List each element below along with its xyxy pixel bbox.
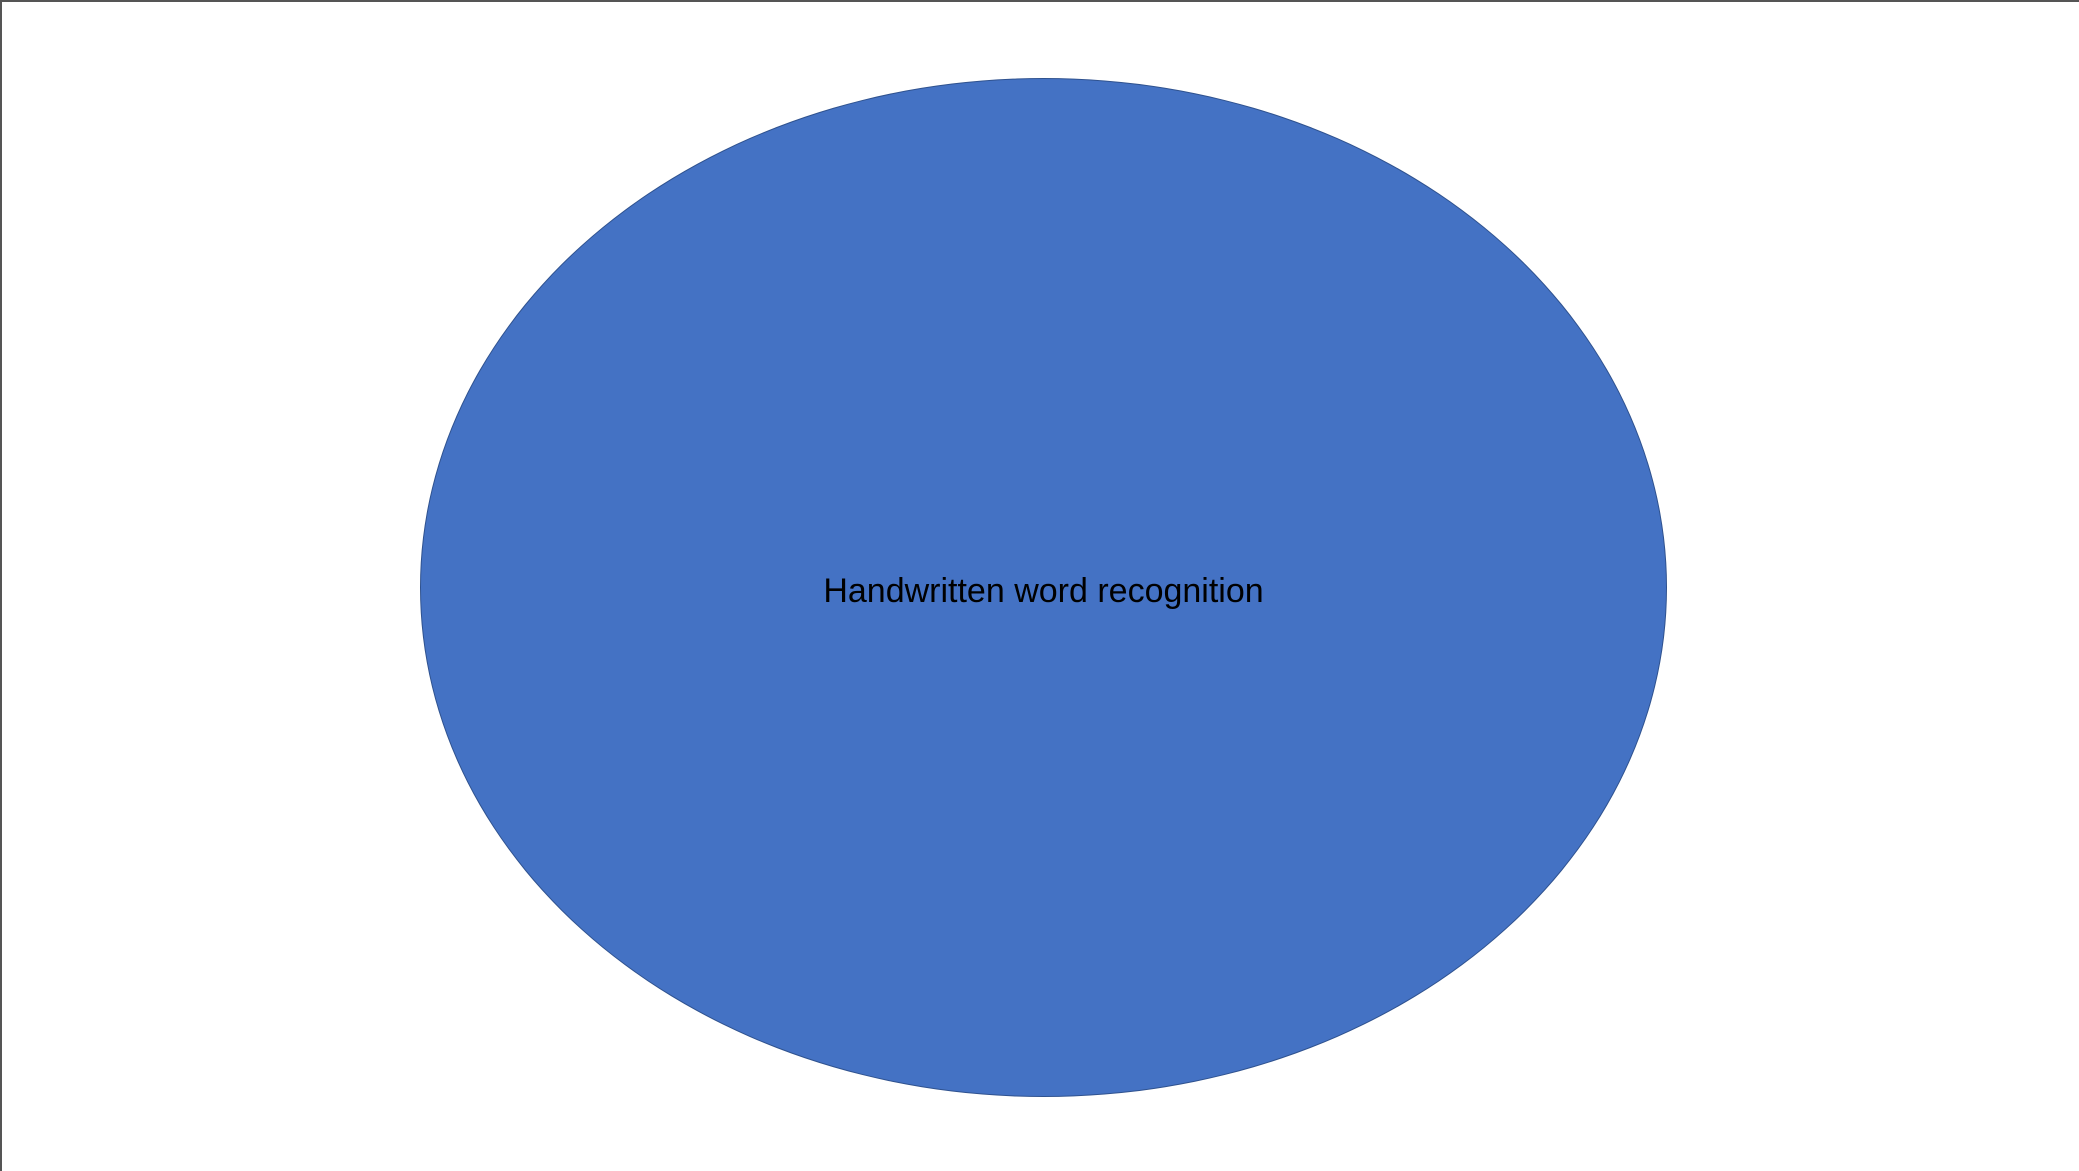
ellipse-label: Handwritten word recognition	[823, 572, 1264, 610]
ellipse-shape[interactable]: Handwritten word recognition	[420, 78, 1667, 1097]
